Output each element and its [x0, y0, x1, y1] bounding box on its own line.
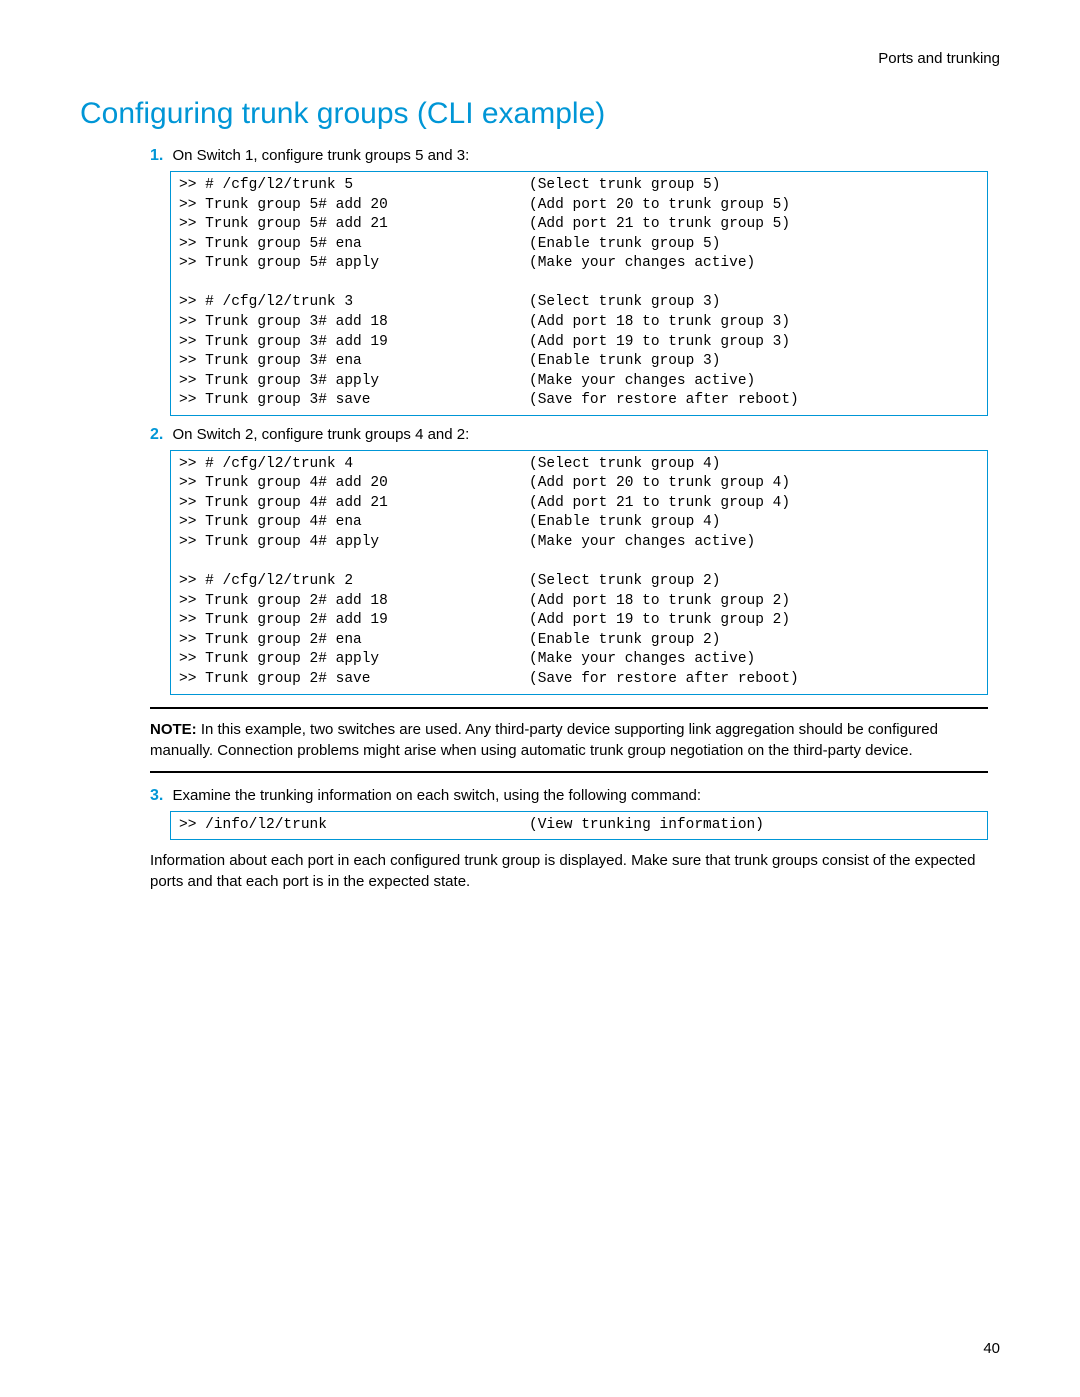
code-command: >> Trunk group 2# add 19 [179, 611, 529, 631]
step-text: On Switch 2, configure trunk groups 4 an… [172, 426, 469, 443]
code-command: >> # /cfg/l2/trunk 2 [179, 572, 529, 592]
code-description [529, 553, 979, 573]
code-command: >> Trunk group 3# add 18 [179, 313, 529, 333]
code-row [179, 553, 979, 573]
code-command: >> # /cfg/l2/trunk 5 [179, 176, 529, 196]
code-block-3: >> /info/l2/trunk(View trunking informat… [170, 811, 988, 841]
code-block-2: >> # /cfg/l2/trunk 4(Select trunk group … [170, 450, 988, 695]
step-1: 1. On Switch 1, configure trunk groups 5… [150, 147, 1000, 165]
code-row: >> Trunk group 5# apply(Make your change… [179, 254, 979, 274]
code-row: >> # /cfg/l2/trunk 5(Select trunk group … [179, 176, 979, 196]
code-description: (Add port 20 to trunk group 5) [529, 196, 979, 216]
code-command: >> Trunk group 3# add 19 [179, 333, 529, 353]
code-row: >> Trunk group 2# add 19(Add port 19 to … [179, 611, 979, 631]
code-row: >> /info/l2/trunk(View trunking informat… [179, 816, 979, 836]
code-row: >> Trunk group 3# save(Save for restore … [179, 391, 979, 411]
code-row: >> Trunk group 4# apply(Make your change… [179, 533, 979, 553]
code-description: (Make your changes active) [529, 372, 979, 392]
code-description: (Select trunk group 2) [529, 572, 979, 592]
code-description: (Enable trunk group 4) [529, 513, 979, 533]
code-row: >> Trunk group 2# ena(Enable trunk group… [179, 631, 979, 651]
code-description: (Add port 18 to trunk group 2) [529, 592, 979, 612]
code-description: (Enable trunk group 3) [529, 352, 979, 372]
step-number: 1. [150, 147, 168, 165]
code-description: (Select trunk group 3) [529, 293, 979, 313]
code-command: >> Trunk group 5# add 20 [179, 196, 529, 216]
code-command: >> # /cfg/l2/trunk 4 [179, 455, 529, 475]
code-command: >> Trunk group 3# apply [179, 372, 529, 392]
code-command: >> Trunk group 4# add 21 [179, 494, 529, 514]
code-description: (Add port 21 to trunk group 5) [529, 215, 979, 235]
code-row: >> Trunk group 3# add 19(Add port 19 to … [179, 333, 979, 353]
code-command [179, 553, 529, 573]
code-description: (Add port 21 to trunk group 4) [529, 494, 979, 514]
code-row: >> Trunk group 3# add 18(Add port 18 to … [179, 313, 979, 333]
code-command: >> /info/l2/trunk [179, 816, 529, 836]
step-3: 3. Examine the trunking information on e… [150, 787, 1000, 805]
code-description: (Select trunk group 5) [529, 176, 979, 196]
code-row: >> Trunk group 2# apply(Make your change… [179, 650, 979, 670]
code-description: (Add port 18 to trunk group 3) [529, 313, 979, 333]
step-number: 3. [150, 787, 168, 805]
code-row: >> Trunk group 5# add 21(Add port 21 to … [179, 215, 979, 235]
code-description: (Enable trunk group 2) [529, 631, 979, 651]
code-description: (Save for restore after reboot) [529, 391, 979, 411]
code-command: >> Trunk group 2# add 18 [179, 592, 529, 612]
code-command: >> Trunk group 2# ena [179, 631, 529, 651]
code-command: >> Trunk group 5# apply [179, 254, 529, 274]
code-row: >> Trunk group 5# add 20(Add port 20 to … [179, 196, 979, 216]
note-text: In this example, two switches are used. … [150, 721, 938, 759]
code-row: >> Trunk group 5# ena(Enable trunk group… [179, 235, 979, 255]
code-description: (View trunking information) [529, 816, 979, 836]
code-command: >> Trunk group 4# ena [179, 513, 529, 533]
code-description: (Add port 20 to trunk group 4) [529, 474, 979, 494]
note-label: NOTE: [150, 721, 197, 738]
code-description: (Save for restore after reboot) [529, 670, 979, 690]
code-row: >> Trunk group 4# ena(Enable trunk group… [179, 513, 979, 533]
code-row: >> # /cfg/l2/trunk 3(Select trunk group … [179, 293, 979, 313]
code-command: >> Trunk group 3# ena [179, 352, 529, 372]
code-description: (Add port 19 to trunk group 3) [529, 333, 979, 353]
code-command: >> Trunk group 4# apply [179, 533, 529, 553]
code-row [179, 274, 979, 294]
code-description: (Make your changes active) [529, 533, 979, 553]
step-text: On Switch 1, configure trunk groups 5 an… [172, 147, 469, 164]
code-command: >> Trunk group 3# save [179, 391, 529, 411]
section-header: Ports and trunking [80, 50, 1000, 67]
code-row: >> Trunk group 2# add 18(Add port 18 to … [179, 592, 979, 612]
code-command: >> Trunk group 4# add 20 [179, 474, 529, 494]
code-description: (Make your changes active) [529, 650, 979, 670]
code-description: (Add port 19 to trunk group 2) [529, 611, 979, 631]
page-number: 40 [983, 1340, 1000, 1357]
code-row: >> Trunk group 2# save(Save for restore … [179, 670, 979, 690]
code-command: >> # /cfg/l2/trunk 3 [179, 293, 529, 313]
code-row: >> Trunk group 3# ena(Enable trunk group… [179, 352, 979, 372]
code-command: >> Trunk group 5# ena [179, 235, 529, 255]
code-row: >> # /cfg/l2/trunk 2(Select trunk group … [179, 572, 979, 592]
code-command [179, 274, 529, 294]
code-description: (Make your changes active) [529, 254, 979, 274]
code-description: (Enable trunk group 5) [529, 235, 979, 255]
code-command: >> Trunk group 2# save [179, 670, 529, 690]
code-command: >> Trunk group 5# add 21 [179, 215, 529, 235]
step-2: 2. On Switch 2, configure trunk groups 4… [150, 426, 1000, 444]
code-command: >> Trunk group 2# apply [179, 650, 529, 670]
step-number: 2. [150, 426, 168, 444]
code-row: >> Trunk group 4# add 21(Add port 21 to … [179, 494, 979, 514]
code-description [529, 274, 979, 294]
step-text: Examine the trunking information on each… [172, 787, 701, 804]
code-row: >> # /cfg/l2/trunk 4(Select trunk group … [179, 455, 979, 475]
body-paragraph: Information about each port in each conf… [150, 850, 988, 892]
code-block-1: >> # /cfg/l2/trunk 5(Select trunk group … [170, 171, 988, 416]
page-title: Configuring trunk groups (CLI example) [80, 97, 1000, 131]
code-row: >> Trunk group 3# apply(Make your change… [179, 372, 979, 392]
code-description: (Select trunk group 4) [529, 455, 979, 475]
code-row: >> Trunk group 4# add 20(Add port 20 to … [179, 474, 979, 494]
note-block: NOTE: In this example, two switches are … [150, 707, 988, 773]
